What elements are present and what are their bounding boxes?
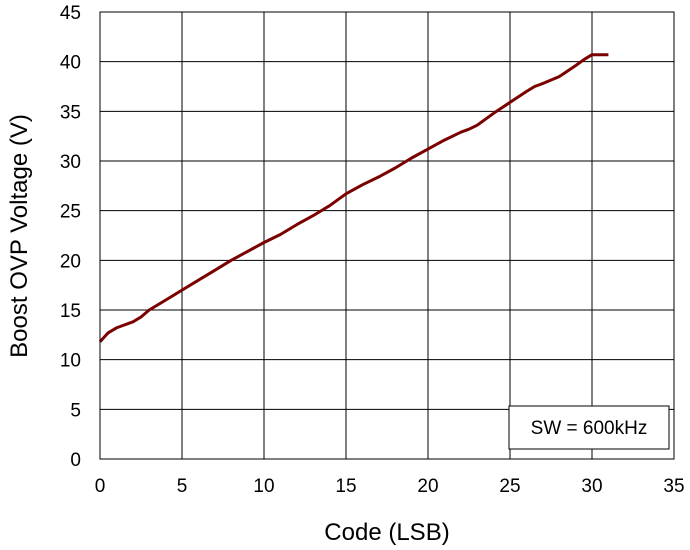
annotation-frame: [508, 405, 670, 450]
x-tick-label: 0: [95, 476, 106, 497]
x-tick-label: 35: [663, 476, 684, 497]
y-tick-label: 0: [70, 450, 81, 471]
x-tick-label: 30: [581, 476, 602, 497]
annotation-label: SW = 600kHz: [531, 418, 648, 439]
x-tick-label: 15: [335, 476, 356, 497]
y-tick-label: 10: [60, 351, 81, 372]
plot-frame: [99, 11, 675, 460]
y-tick-label: 25: [60, 202, 81, 223]
series-layer: [98, 53, 609, 343]
y-tick-label: 35: [60, 102, 81, 123]
y-tick-label: 30: [60, 152, 81, 173]
series-line: [98, 53, 609, 343]
x-tick-label: 10: [253, 476, 274, 497]
y-tick-label: 5: [70, 400, 81, 421]
y-tick-label: 45: [60, 3, 81, 24]
grid: [100, 12, 674, 459]
x-tick-label: 20: [417, 476, 438, 497]
y-tick-label: 15: [60, 301, 81, 322]
y-tick-label: 20: [60, 251, 81, 272]
tick-labels: 0 5 10 15 20 25 30 35 0 5 10 15 20 25 30 35 40 45: [60, 3, 685, 497]
y-axis-title: Boost OVP Voltage (V): [6, 114, 33, 358]
y-tick-label: 40: [60, 53, 81, 74]
x-tick-label: 25: [499, 476, 520, 497]
annotation-box: SW = 600kHz: [508, 405, 670, 450]
x-tick-label: 5: [177, 476, 188, 497]
x-axis-title: Code (LSB): [324, 519, 449, 546]
plot-area: [100, 12, 674, 459]
